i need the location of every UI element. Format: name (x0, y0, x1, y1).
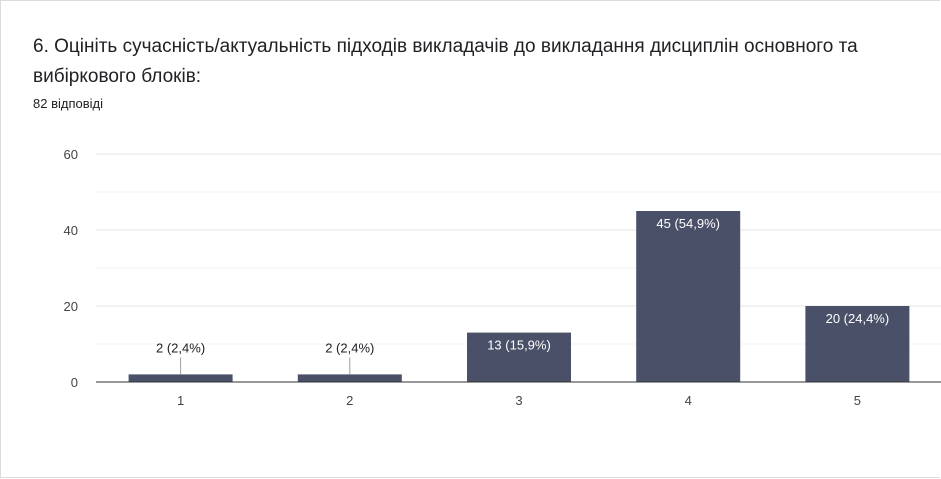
bar-data-label: 20 (24,4%) (826, 311, 890, 326)
bar-data-label: 2 (2,4%) (156, 340, 205, 355)
x-tick-label: 4 (685, 393, 692, 408)
bar (297, 374, 402, 382)
x-tick-label: 5 (854, 393, 861, 408)
question-title: 6. Оцініть сучасність/актуальність підхо… (33, 36, 858, 87)
y-tick-label: 40 (64, 223, 78, 238)
x-tick-label: 1 (177, 393, 184, 408)
x-tick-label: 2 (346, 393, 353, 408)
response-count: 82 відповіді (33, 96, 103, 111)
x-tick-label: 3 (515, 393, 522, 408)
bar (805, 306, 910, 382)
bar-data-label: 45 (54,9%) (656, 216, 720, 231)
bar-data-label: 13 (15,9%) (487, 338, 551, 353)
y-tick-label: 0 (71, 375, 78, 390)
bar (467, 332, 571, 382)
y-tick-label: 20 (64, 299, 78, 314)
bar (128, 374, 233, 382)
bar (636, 211, 741, 382)
bar-data-label: 2 (2,4%) (325, 340, 374, 355)
y-tick-label: 60 (64, 147, 78, 162)
